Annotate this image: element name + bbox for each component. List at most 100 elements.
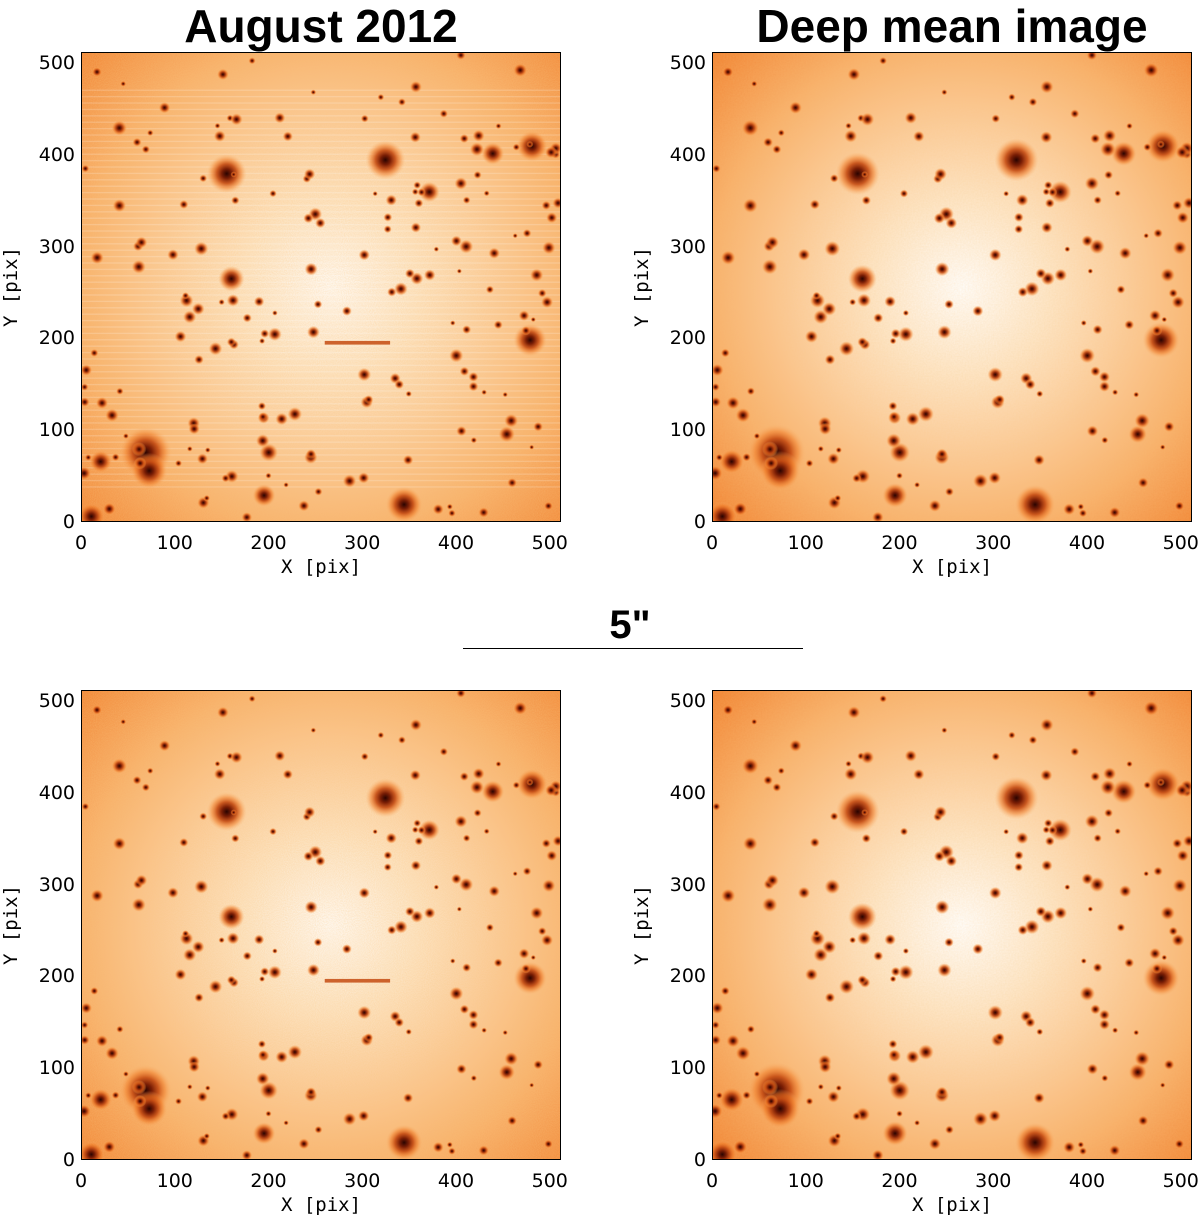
star: [1157, 778, 1165, 787]
star: [913, 1119, 921, 1126]
star: [844, 129, 858, 143]
star: [483, 828, 490, 835]
star: [1143, 142, 1152, 152]
star: [1047, 187, 1058, 197]
star: [432, 503, 444, 515]
star: [1039, 131, 1053, 144]
star-field-image: [713, 691, 1191, 1159]
star: [409, 769, 421, 781]
star: [402, 454, 414, 466]
star: [188, 423, 200, 435]
star: [1007, 731, 1016, 739]
star: [206, 154, 247, 194]
star: [972, 1111, 989, 1127]
star: [111, 120, 128, 136]
star-field-image: [713, 53, 1191, 521]
star: [182, 310, 197, 324]
star: [1103, 170, 1114, 180]
star: [812, 291, 821, 300]
star: [404, 906, 415, 917]
star: [305, 449, 317, 460]
star: [258, 1050, 268, 1060]
star: [988, 248, 1002, 262]
star: [824, 878, 841, 895]
star: [461, 963, 472, 973]
star: [122, 432, 130, 440]
star: [1098, 1009, 1111, 1021]
star: [105, 408, 119, 423]
star: [310, 89, 317, 96]
x-tick-label: 100: [156, 532, 193, 554]
y-axis-label: Y [pix]: [631, 246, 653, 328]
star: [1036, 390, 1044, 398]
x-tick-label: 0: [74, 532, 88, 554]
x-tick-label: 200: [881, 1170, 918, 1192]
star: [112, 198, 127, 213]
star: [502, 1029, 509, 1036]
x-tick-label: 300: [344, 532, 381, 554]
star: [102, 502, 116, 516]
star: [526, 778, 534, 786]
star: [405, 1028, 412, 1036]
star: [1033, 1092, 1045, 1104]
star: [912, 130, 925, 143]
x-tick-label: 400: [1068, 532, 1106, 554]
star: [498, 425, 516, 443]
star: [485, 923, 495, 932]
star: [446, 1141, 454, 1148]
star: [502, 391, 509, 398]
star: [269, 189, 277, 198]
star: [181, 930, 190, 938]
star: [1171, 933, 1185, 947]
star: [1048, 818, 1072, 842]
star: [305, 1087, 317, 1098]
star: [91, 705, 103, 715]
x-tick-label: 200: [250, 1170, 287, 1192]
star: [265, 472, 272, 479]
star: [120, 718, 127, 725]
star: [759, 450, 801, 491]
star: [722, 704, 734, 716]
star: [1093, 195, 1103, 205]
star: [1089, 771, 1101, 782]
star: [230, 751, 243, 764]
star: [1175, 783, 1190, 798]
star: [1153, 866, 1164, 877]
star: [1137, 477, 1149, 489]
star: [882, 1120, 908, 1146]
star: [231, 834, 240, 843]
star: [1092, 324, 1103, 335]
star: [383, 212, 393, 222]
star: [895, 1110, 904, 1118]
star: [191, 940, 205, 954]
star: [988, 886, 1002, 900]
star: [226, 294, 240, 307]
star: [991, 114, 1001, 123]
star: [797, 886, 811, 899]
star: [824, 992, 836, 1003]
star: [715, 1091, 724, 1100]
star: [186, 445, 193, 452]
star: [818, 422, 832, 436]
image-panel-top-right: [712, 52, 1192, 522]
star: [934, 167, 947, 181]
star: [287, 406, 303, 422]
star: [468, 371, 479, 382]
star: [1048, 180, 1072, 204]
star: [385, 1124, 423, 1159]
star: [257, 1039, 267, 1049]
star: [473, 170, 482, 180]
star: [257, 401, 267, 411]
star: [1126, 122, 1133, 130]
star: [473, 808, 482, 818]
star: [1089, 133, 1101, 144]
y-tick-label: 0: [62, 511, 75, 533]
star: [1176, 849, 1190, 862]
star: [454, 815, 468, 828]
y-tick-label: 500: [669, 52, 706, 75]
star: [1028, 735, 1038, 745]
star: [90, 348, 99, 358]
star: [358, 249, 371, 261]
star: [936, 448, 948, 460]
star: [1047, 825, 1058, 835]
